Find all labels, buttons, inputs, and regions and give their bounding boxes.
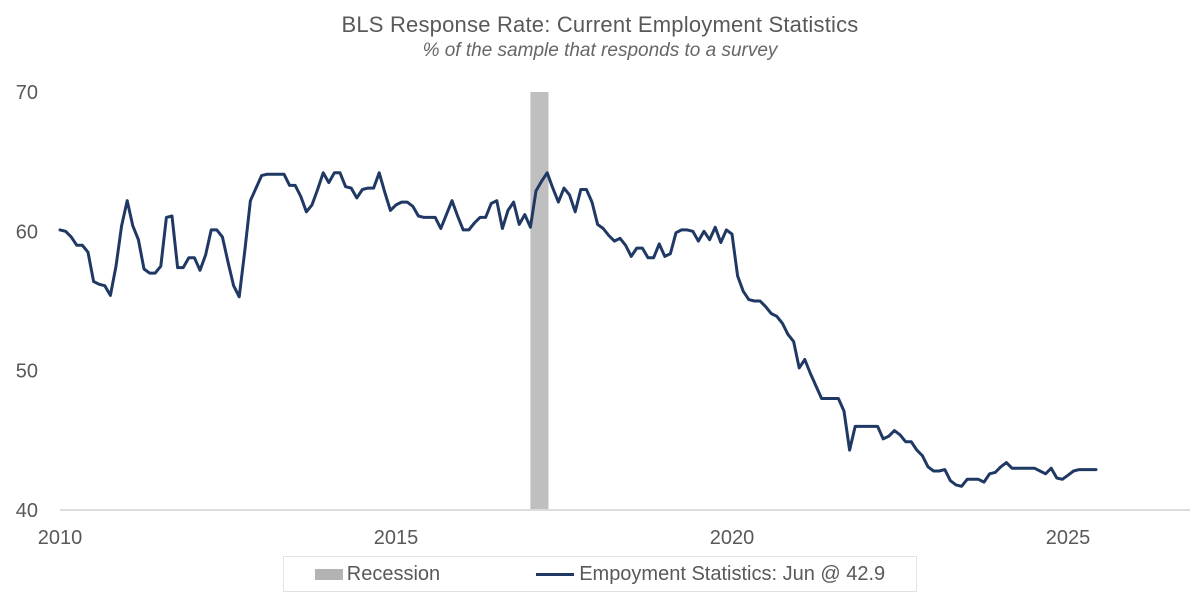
- recession-band: [530, 92, 549, 510]
- x-tick-label: 2020: [710, 527, 755, 549]
- legend-recession-label: Recession: [346, 562, 441, 585]
- chart-title: BLS Response Rate: Current Employment St…: [341, 12, 859, 37]
- legend-recession-item: Recession: [314, 562, 441, 586]
- legend: Recession Empoyment Statistics: Jun @ 42…: [283, 556, 917, 592]
- chart-subtitle: % of the sample that responds to a surve…: [422, 40, 778, 61]
- y-tick-label: 60: [16, 221, 38, 243]
- legend-series-label: Empoyment Statistics: Jun @ 42.9: [579, 562, 886, 585]
- x-tick-label: 2010: [38, 527, 83, 549]
- y-tick-label: 50: [16, 361, 38, 383]
- x-tick-label: 2025: [1046, 527, 1091, 549]
- y-tick-label: 40: [16, 500, 38, 522]
- legend-series-item: Empoyment Statistics: Jun @ 42.9: [536, 563, 885, 586]
- series-line-swatch-icon: [536, 572, 575, 576]
- recession-swatch-icon: [314, 568, 343, 580]
- y-tick-label: 70: [16, 82, 38, 104]
- x-tick-label: 2015: [374, 527, 419, 549]
- series-line: [58, 171, 1098, 488]
